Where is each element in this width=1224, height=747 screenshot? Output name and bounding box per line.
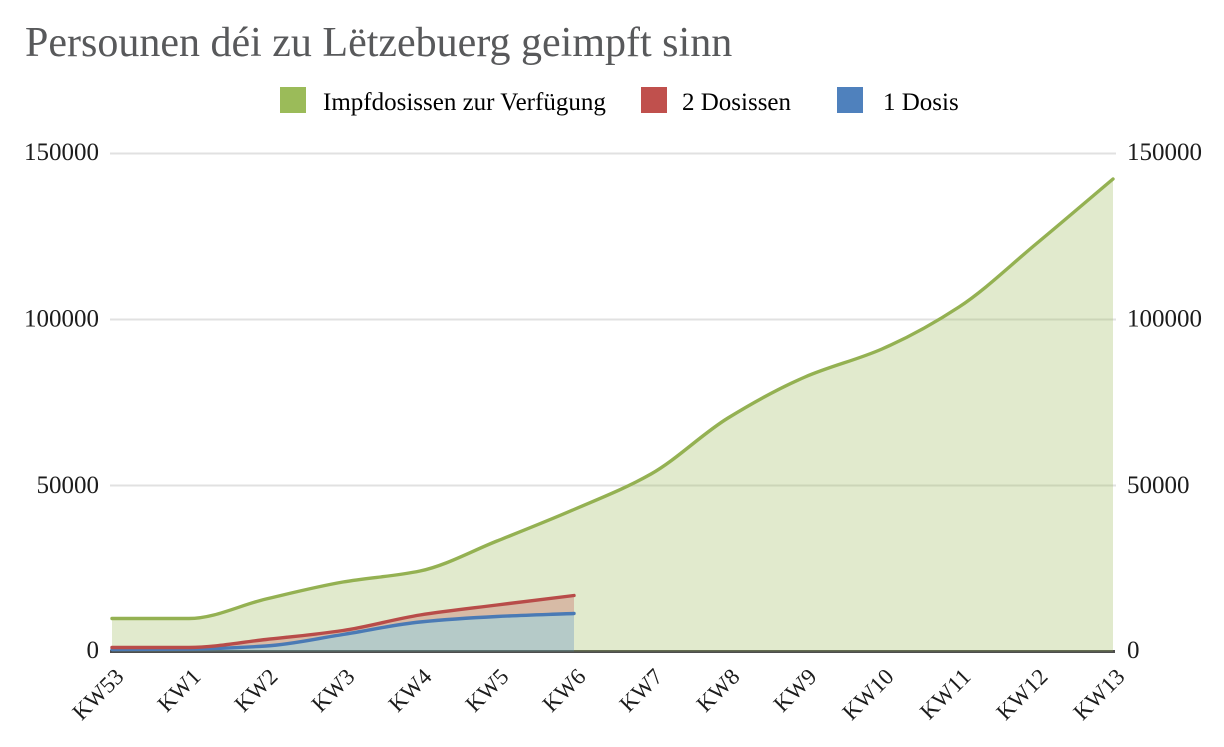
svg-text:KW11: KW11: [915, 664, 975, 724]
svg-text:KW53: KW53: [67, 664, 128, 725]
svg-text:KW1: KW1: [153, 664, 206, 717]
svg-text:KW10: KW10: [837, 664, 898, 725]
svg-text:KW8: KW8: [692, 664, 745, 717]
svg-text:150000: 150000: [1127, 139, 1202, 166]
svg-text:150000: 150000: [24, 139, 99, 166]
svg-text:KW2: KW2: [230, 664, 283, 717]
svg-text:50000: 50000: [37, 472, 100, 499]
svg-text:KW9: KW9: [769, 664, 822, 717]
svg-text:KW4: KW4: [384, 664, 437, 717]
svg-text:KW6: KW6: [538, 664, 591, 717]
svg-text:KW7: KW7: [615, 664, 668, 717]
svg-text:50000: 50000: [1127, 472, 1190, 499]
svg-text:KW12: KW12: [991, 664, 1052, 725]
svg-text:0: 0: [1127, 637, 1140, 664]
svg-text:100000: 100000: [24, 306, 99, 333]
svg-text:KW5: KW5: [461, 664, 514, 717]
svg-text:KW13: KW13: [1068, 664, 1129, 725]
svg-text:0: 0: [87, 637, 100, 664]
svg-text:100000: 100000: [1127, 306, 1202, 333]
svg-text:KW3: KW3: [307, 664, 360, 717]
